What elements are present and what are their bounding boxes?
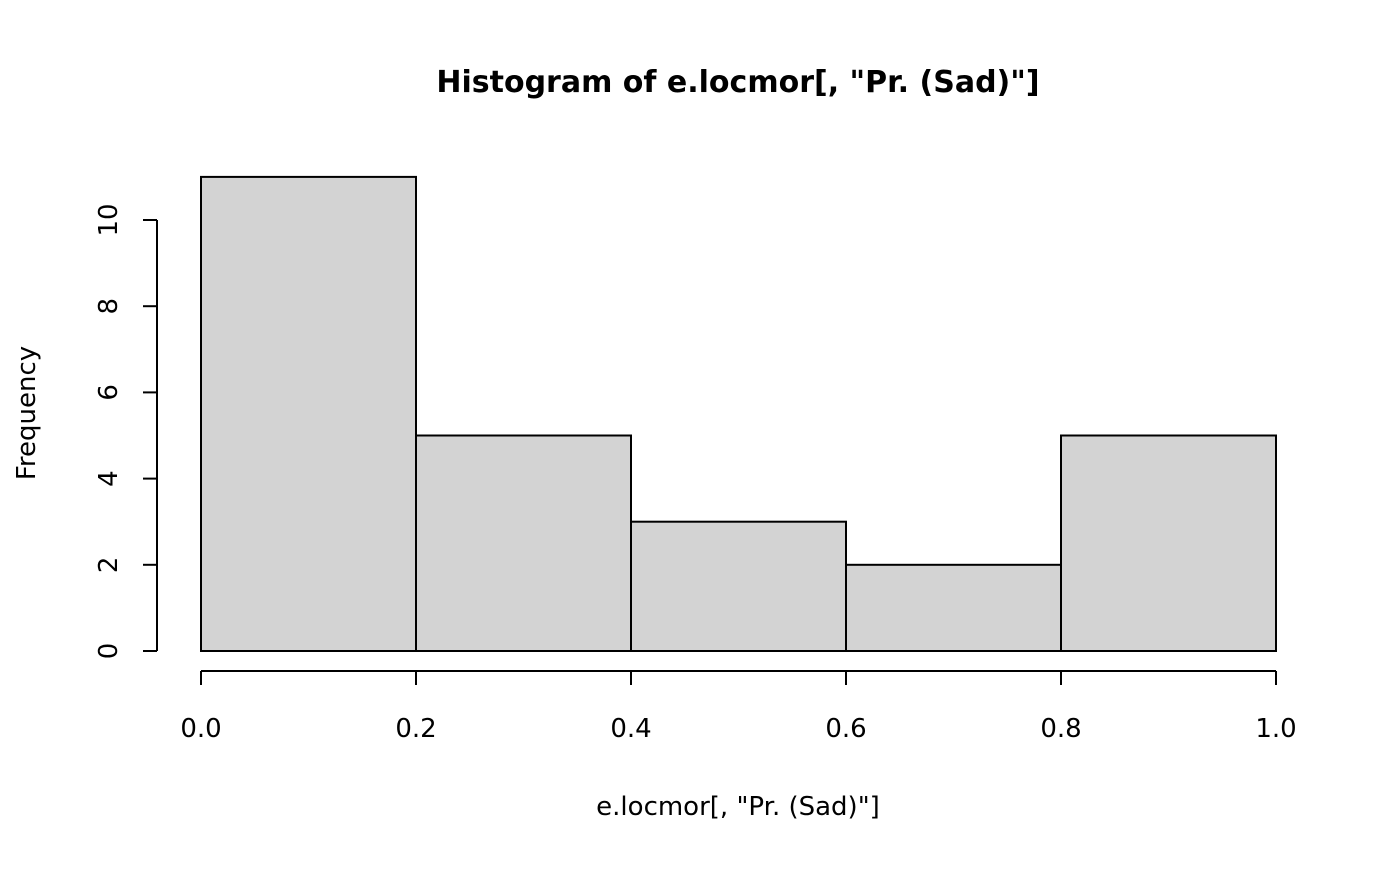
y-tick-label: 6	[94, 384, 124, 401]
y-axis: 0 2 4 6 8 10	[94, 203, 158, 660]
bars-group	[200, 175, 1277, 653]
x-tick-label: 1.0	[1255, 714, 1296, 744]
chart-title: Histogram of e.locmor[, "Pr. (Sad)"]	[436, 65, 1039, 100]
histogram-bar	[200, 175, 417, 652]
histogram-bar	[415, 434, 632, 652]
x-axis-label: e.locmor[, "Pr. (Sad)"]	[596, 792, 880, 822]
histogram-bar	[1060, 434, 1277, 652]
y-axis-label: Frequency	[12, 346, 42, 480]
y-tick-label: 8	[94, 298, 124, 315]
y-tick-label: 10	[94, 203, 124, 236]
x-tick-label: 0.0	[180, 714, 221, 744]
x-tick-label: 0.6	[825, 714, 866, 744]
y-tick-label: 0	[94, 643, 124, 660]
x-axis: 0.0 0.2 0.4 0.6 0.8 1.0	[180, 670, 1297, 744]
y-tick-label: 4	[94, 470, 124, 487]
x-tick-label: 0.2	[395, 714, 436, 744]
histogram-bar	[845, 563, 1062, 652]
x-tick-label: 0.8	[1040, 714, 1081, 744]
histogram-bar	[630, 520, 847, 653]
x-tick-label: 0.4	[610, 714, 651, 744]
y-tick-label: 2	[94, 557, 124, 574]
